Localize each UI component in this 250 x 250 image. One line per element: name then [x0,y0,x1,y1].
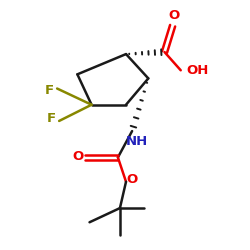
Text: F: F [44,84,54,97]
Text: NH: NH [126,135,148,148]
Text: O: O [126,173,138,186]
Text: F: F [46,112,56,126]
Text: O: O [72,150,84,163]
Text: O: O [168,9,179,22]
Text: OH: OH [187,64,209,77]
